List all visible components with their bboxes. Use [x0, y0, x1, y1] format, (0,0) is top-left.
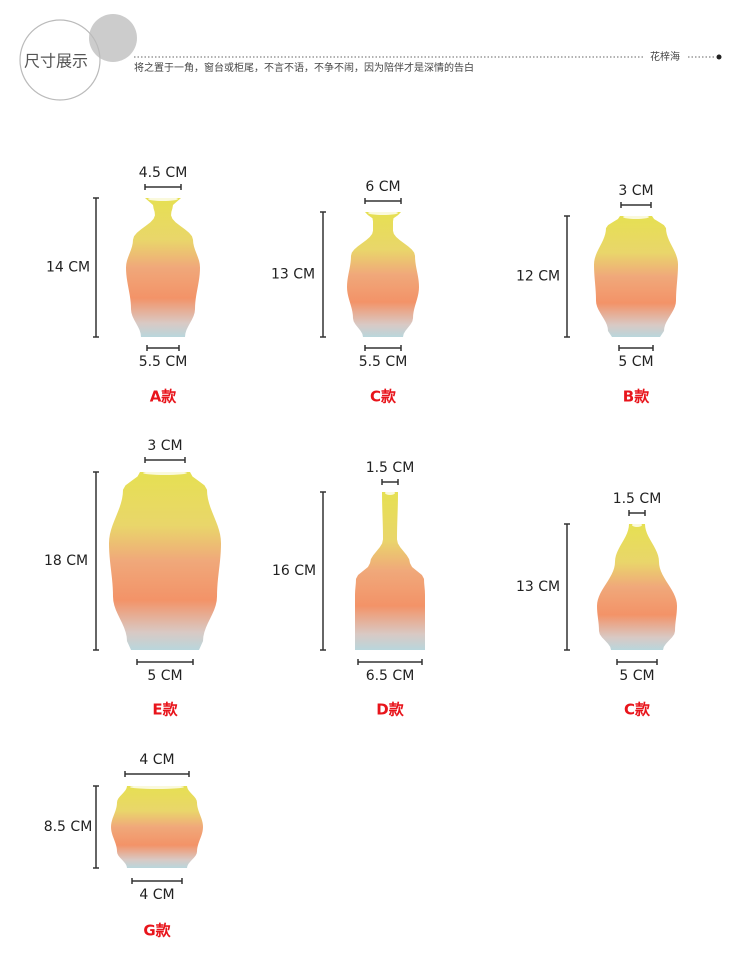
section-title: 尺寸展示 — [24, 52, 88, 71]
top-size: 1.5 CM — [366, 460, 415, 476]
model-name: A款 — [150, 388, 178, 406]
vase-mouth — [632, 523, 642, 527]
top-size: 3 CM — [147, 438, 182, 454]
height-size: 12 CM — [516, 269, 560, 285]
vase-mouth — [368, 211, 398, 215]
bottom-size: 5.5 CM — [139, 354, 188, 370]
vase — [594, 216, 678, 337]
bottom-size: 5.5 CM — [359, 354, 408, 370]
rule-end — [716, 54, 722, 60]
vase — [347, 212, 419, 337]
bottom-size: 5 CM — [147, 668, 182, 684]
vase-mouth — [143, 471, 187, 475]
vase — [126, 198, 200, 337]
model-name: C款 — [624, 701, 651, 719]
height-size: 13 CM — [271, 267, 315, 283]
vase-mouth — [148, 197, 178, 201]
bottom-size: 4 CM — [139, 887, 174, 903]
bottom-size: 5 CM — [618, 354, 653, 370]
vase — [355, 492, 425, 650]
deco-ring — [19, 19, 101, 101]
brand: 花梓海 — [650, 50, 680, 63]
model-name: B款 — [623, 388, 650, 406]
vase — [597, 524, 677, 650]
bottom-size: 6.5 CM — [366, 668, 415, 684]
height-size: 13 CM — [516, 579, 560, 595]
vase-mouth — [385, 491, 395, 495]
top-size: 4 CM — [139, 752, 174, 768]
height-size: 18 CM — [44, 553, 88, 569]
height-size: 8.5 CM — [44, 819, 93, 835]
top-size: 6 CM — [365, 179, 400, 195]
height-size: 14 CM — [46, 260, 90, 276]
top-size: 4.5 CM — [139, 165, 188, 181]
model-name: G款 — [143, 922, 171, 940]
vase — [111, 786, 203, 868]
vase-mouth — [130, 785, 184, 789]
top-size: 1.5 CM — [613, 491, 662, 507]
model-name: D款 — [376, 701, 404, 719]
model-name: C款 — [370, 388, 397, 406]
vase-mouth — [623, 215, 649, 219]
bottom-size: 5 CM — [619, 668, 654, 684]
vase — [109, 472, 221, 650]
deco-dot — [89, 14, 137, 62]
top-size: 3 CM — [618, 183, 653, 199]
model-name: E款 — [152, 701, 178, 719]
height-size: 16 CM — [272, 563, 316, 579]
subtitle: 将之置于一角，窗台或柜尾，不言不语，不争不闹，因为陪伴才是深情的告白 — [134, 61, 474, 74]
